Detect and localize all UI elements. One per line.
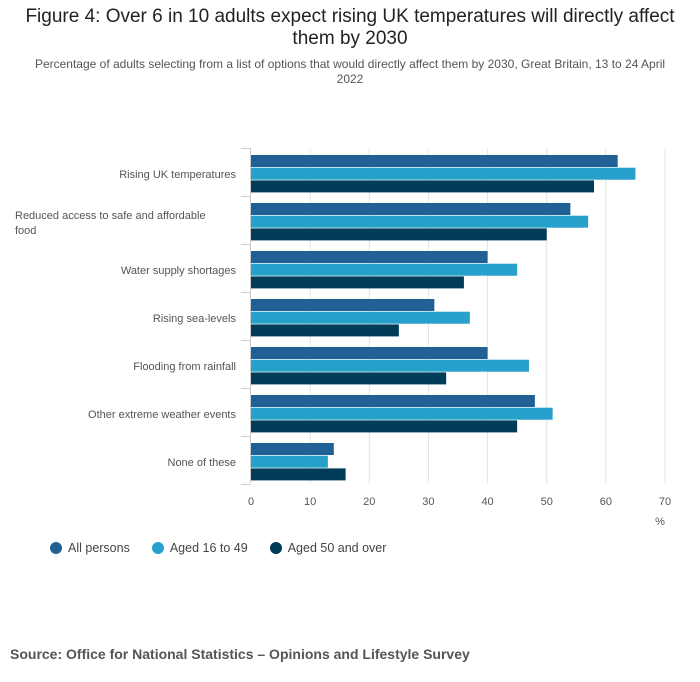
x-tick-label: 60 xyxy=(600,496,612,508)
legend-swatch-aged-50-over xyxy=(269,542,282,554)
category-label: Flooding from rainfall xyxy=(133,361,236,373)
bar[interactable] xyxy=(251,276,464,289)
chart-subtitle: Percentage of adults selecting from a li… xyxy=(34,57,666,86)
bar[interactable] xyxy=(251,347,488,359)
x-tick-label: 40 xyxy=(481,496,493,508)
bar-chart: Rising UK temperatures Reduced access to … xyxy=(15,148,671,528)
bar[interactable] xyxy=(251,311,470,324)
bar[interactable] xyxy=(251,263,518,276)
bar[interactable] xyxy=(251,420,518,433)
x-tick-label: 10 xyxy=(304,496,316,508)
x-tick-label: 30 xyxy=(422,496,434,508)
category-label: None of these xyxy=(168,457,237,469)
category-label: Water supply shortages xyxy=(121,265,237,277)
bar[interactable] xyxy=(251,251,488,263)
legend-label: Aged 50 and over xyxy=(287,541,387,555)
bar[interactable] xyxy=(251,455,328,468)
category-label: Other extreme weather events xyxy=(88,409,236,421)
bar[interactable] xyxy=(251,372,447,385)
bar[interactable] xyxy=(251,395,535,407)
bar[interactable] xyxy=(251,180,595,193)
chart-title: Figure 4: Over 6 in 10 adults expect ris… xyxy=(25,6,675,49)
bar[interactable] xyxy=(251,299,435,311)
x-tick-label: 50 xyxy=(541,496,553,508)
legend-swatch-aged-16-49 xyxy=(151,542,164,554)
legend-item-all-persons[interactable]: All persons xyxy=(50,541,130,555)
legend-item-aged-50-over[interactable]: Aged 50 and over xyxy=(269,541,387,555)
x-tick-label: 0 xyxy=(248,496,254,508)
bar[interactable] xyxy=(251,167,636,180)
legend-swatch-all-persons xyxy=(50,542,62,554)
bar[interactable] xyxy=(251,155,618,167)
legend-item-aged-16-49[interactable]: Aged 16 to 49 xyxy=(151,541,248,555)
bar[interactable] xyxy=(251,407,553,420)
bar[interactable] xyxy=(251,215,589,228)
source-note: Source: Office for National Statistics –… xyxy=(10,646,470,662)
x-axis-label: % xyxy=(655,516,665,528)
category-label: Rising sea-levels xyxy=(153,313,237,325)
legend-label: All persons xyxy=(68,541,130,555)
bar[interactable] xyxy=(251,324,399,337)
x-tick-label: 20 xyxy=(363,496,375,508)
bar[interactable] xyxy=(251,203,571,215)
category-label: Reduced access to safe and affordable foo… xyxy=(15,210,206,237)
category-label: Rising UK temperatures xyxy=(119,169,236,181)
bar[interactable] xyxy=(251,228,547,241)
bar[interactable] xyxy=(251,443,334,455)
legend-label: Aged 16 to 49 xyxy=(169,541,248,555)
bar[interactable] xyxy=(251,359,529,372)
chart-legend: All persons Aged 16 to 49 Aged 50 and ov… xyxy=(50,541,386,555)
x-tick-label: 70 xyxy=(659,496,671,508)
bar[interactable] xyxy=(251,468,346,481)
